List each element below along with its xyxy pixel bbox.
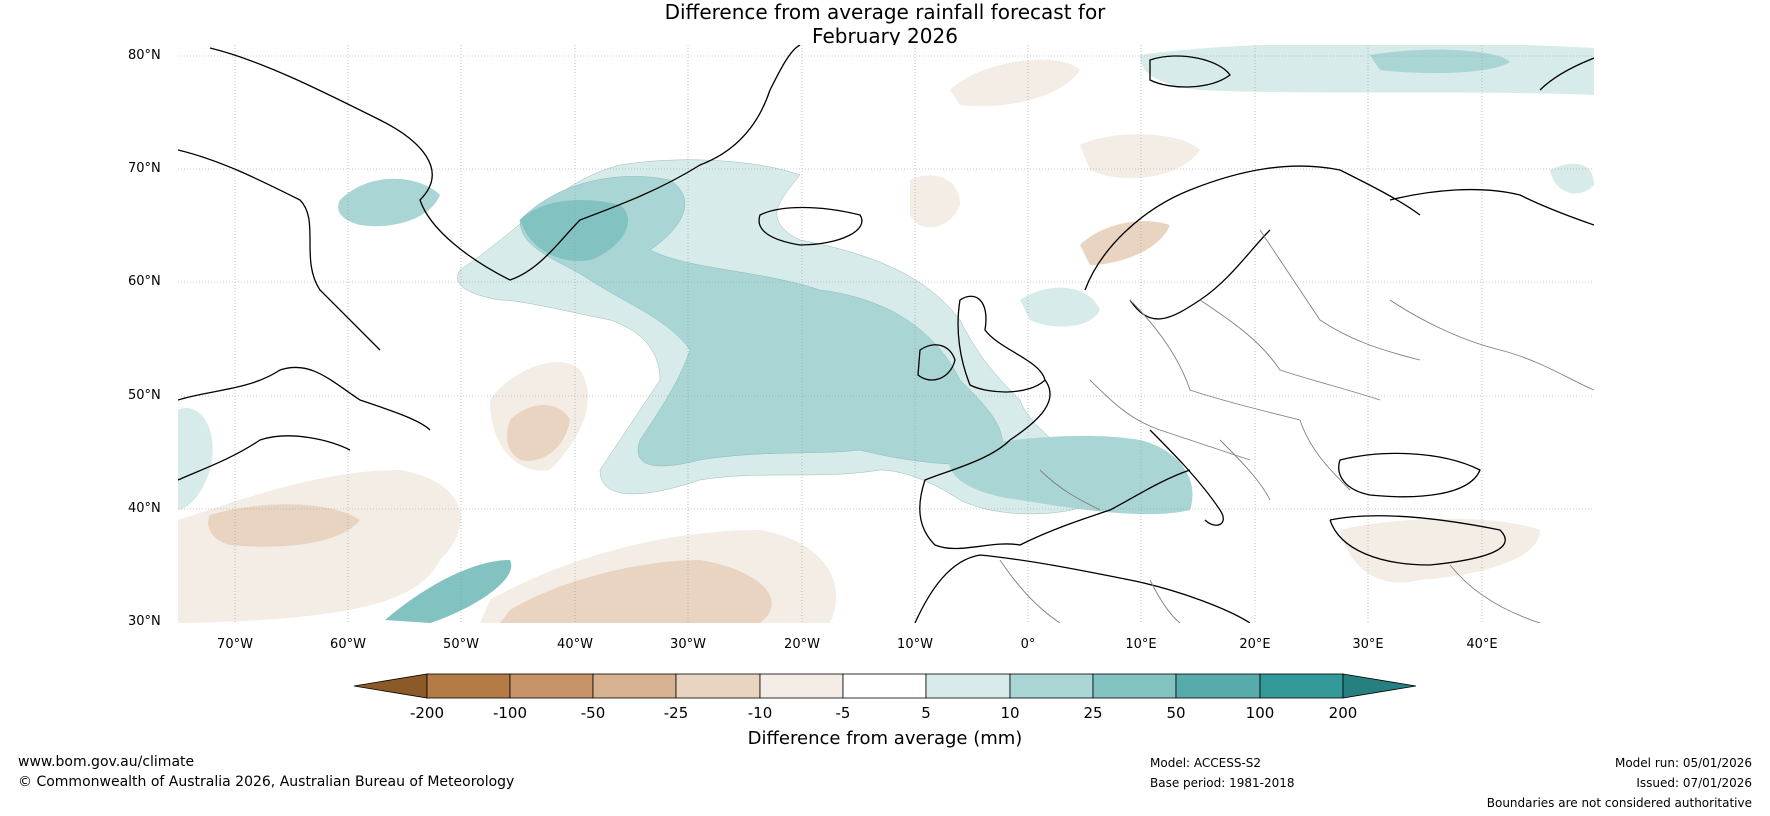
ireland-coast [917,344,956,381]
lon-label-10e: 10°E [1125,637,1157,652]
colorbar-swatch-11 [1259,673,1344,699]
italy-coast [1149,429,1224,526]
turkey-dry [1340,518,1540,583]
lat-label-60n: 60°N [128,274,161,289]
svalbard-coast [1149,55,1231,88]
atlantic-subtropical-wet [385,560,512,623]
colorbar [353,673,1417,699]
lon-label-40w: 40°W [557,637,593,652]
lon-label-20w: 20°W [784,637,820,652]
lon-label-0: 0° [1020,637,1036,652]
colorbar-swatch-3 [592,673,677,699]
colorbar-tick-label: 50 [1166,704,1186,722]
map-title: Difference from average rainfall forecas… [0,0,1770,48]
labrador-wet [178,408,213,510]
colorbar-swatch-6 [842,673,927,699]
europe-atlantic-coast [919,379,1191,550]
greenland-coast [209,45,801,281]
colorbar-tick-label: 25 [1083,704,1103,722]
east-atlantic-dry [910,175,960,228]
colorbar-swatch-7 [925,673,1011,699]
title-line-2: February 2026 [812,24,958,48]
copyright-text: © Commonwealth of Australia 2026, Austra… [18,774,515,790]
colorbar-tick-label: -5 [835,704,851,722]
model-label: Model: ACCESS-S2 [1150,756,1262,770]
colorbar-swatch-5 [759,673,844,699]
labrador-coast [178,366,431,431]
subtropical-atlantic-dry-core [208,504,360,547]
baffin-coast [178,149,381,351]
colorbar-tick-label: -25 [663,704,689,722]
lat-label-70n: 70°N [128,161,161,176]
base-period-label: Base period: 1981-2018 [1150,776,1295,790]
colorbar-tick-label: -100 [492,704,528,722]
lon-label-60w: 60°W [330,637,366,652]
novaya-zemlya-coast [1539,57,1594,91]
colorbar-title: Difference from average (mm) [747,728,1023,749]
colorbar-tick-label: 5 [921,704,931,722]
turkey-coast [1329,515,1506,566]
lon-label-70w: 70°W [217,637,253,652]
svalbard-dry [950,59,1080,107]
colorbar-extend-min [353,673,428,699]
greenland-sea-wet-core [520,200,629,261]
colorbar-tick-label: 10 [1000,704,1020,722]
arctic-wet-core [1370,49,1510,74]
mediterranean-wet [948,435,1193,515]
davis-strait-wet [338,178,440,227]
lon-label-40e: 40°E [1466,637,1498,652]
lon-label-50w: 50°W [443,637,479,652]
north-africa-coast [914,554,1251,623]
colorbar-swatch-9 [1092,673,1177,699]
norway-dry [1080,221,1170,265]
russia-arctic-coast [1389,188,1594,226]
colorbar-swatch-4 [675,673,761,699]
norwegian-sea-east-wet [1550,163,1594,194]
colorbar-swatch-10 [1175,673,1261,699]
map-area [178,45,1594,623]
colorbar-tick-label: -50 [580,704,606,722]
lon-label-30e: 30°E [1352,637,1384,652]
lat-label-50n: 50°N [128,388,161,403]
lat-label-80n: 80°N [128,48,161,63]
iceland-coast [758,206,863,246]
north-sea-wet [1020,287,1100,327]
lon-label-30w: 30°W [670,637,706,652]
norwegian-sea-dry [1080,134,1200,179]
website-link[interactable]: www.bom.gov.au/climate [18,754,195,770]
lat-label-40n: 40°N [128,501,161,516]
disclaimer-text: Boundaries are not considered authoritat… [1486,796,1752,810]
title-line-1: Difference from average rainfall forecas… [664,0,1106,24]
model-run-label: Model run: 05/01/2026 [1614,756,1752,770]
colorbar-swatch-1 [426,673,511,699]
political-boundaries [999,229,1594,623]
issued-label: Issued: 07/01/2026 [1636,776,1752,790]
mid-atlantic-dry-core [507,405,570,461]
dry-anomaly-regions [178,59,1540,623]
graticule [178,45,1594,623]
colorbar-tick-label: -10 [747,704,773,722]
black-sea-coast [1338,452,1481,498]
colorbar-tick-label: 200 [1328,704,1358,722]
wet-anomaly-regions [178,45,1594,623]
colorbar-tick-label: 100 [1245,704,1275,722]
colorbar-swatch-2 [509,673,594,699]
lat-label-30n: 30°N [128,614,161,629]
colorbar-extend-max [1342,673,1417,699]
lon-label-10w: 10°W [897,637,933,652]
lon-label-20e: 20°E [1239,637,1271,652]
colorbar-tick-label: -200 [409,704,445,722]
central-atlantic-dry-core [500,560,772,623]
colorbar-swatch-8 [1009,673,1094,699]
arctic-wet-band [1140,45,1594,95]
north-america-coast [178,435,351,481]
